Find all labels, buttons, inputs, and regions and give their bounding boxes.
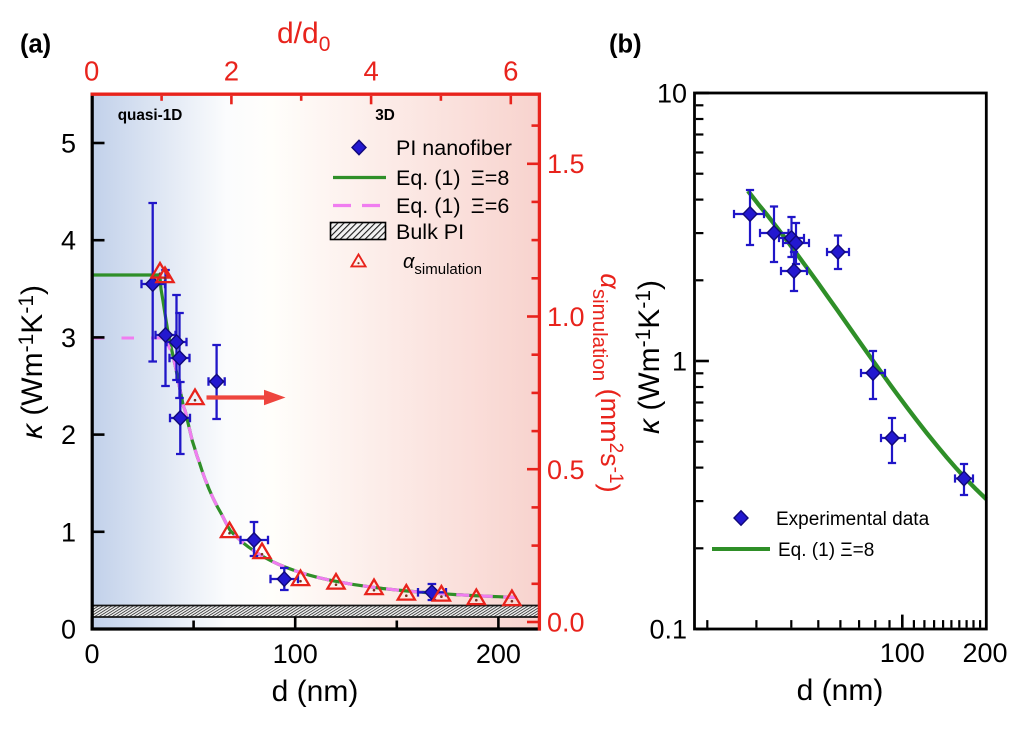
svg-text:Eq. (1) Ξ=8: Eq. (1) Ξ=8 <box>396 166 509 190</box>
svg-text:0.0: 0.0 <box>547 608 585 638</box>
svg-text:1: 1 <box>61 517 76 547</box>
svg-text:d (nm): d (nm) <box>272 675 359 708</box>
svg-text:200: 200 <box>476 639 521 669</box>
svg-text:d (nm): d (nm) <box>797 674 884 707</box>
svg-text:4: 4 <box>363 56 378 87</box>
svg-text:10: 10 <box>657 79 687 109</box>
svg-text:Eq. (1) Ξ=8: Eq. (1) Ξ=8 <box>778 540 874 561</box>
svg-text:0.5: 0.5 <box>547 455 585 485</box>
svg-text:5: 5 <box>61 129 76 159</box>
svg-text:αsimulation: αsimulation <box>403 251 482 278</box>
svg-text:0: 0 <box>61 615 76 645</box>
svg-text:6: 6 <box>503 56 518 87</box>
svg-text:3: 3 <box>61 323 76 353</box>
svg-text:4: 4 <box>61 226 76 256</box>
svg-text:3D: 3D <box>375 107 395 124</box>
svg-text:quasi-1D: quasi-1D <box>118 107 183 124</box>
svg-text:αsimulation (mm2s-1): αsimulation (mm2s-1) <box>588 273 626 492</box>
svg-text:PI nanofiber: PI nanofiber <box>396 136 512 160</box>
svg-text:2: 2 <box>224 56 239 87</box>
svg-text:Bulk PI: Bulk PI <box>396 220 464 244</box>
svg-text:1.0: 1.0 <box>547 302 585 332</box>
svg-text:(a): (a) <box>20 31 51 59</box>
svg-text:0: 0 <box>84 639 99 669</box>
svg-text:Eq. (1) Ξ=6: Eq. (1) Ξ=6 <box>396 194 509 218</box>
svg-text:Experimental data: Experimental data <box>776 509 930 530</box>
svg-text:2: 2 <box>61 420 76 450</box>
svg-text:100: 100 <box>273 639 318 669</box>
svg-text:κ (Wm-1K-1): κ (Wm-1K-1) <box>632 280 666 434</box>
svg-text:100: 100 <box>880 638 925 668</box>
svg-text:1: 1 <box>672 347 687 377</box>
svg-text:(b): (b) <box>609 31 642 59</box>
svg-text:0.1: 0.1 <box>649 615 687 645</box>
svg-text:0: 0 <box>84 56 99 87</box>
svg-text:200: 200 <box>962 638 1007 668</box>
svg-text:1.5: 1.5 <box>547 149 585 179</box>
